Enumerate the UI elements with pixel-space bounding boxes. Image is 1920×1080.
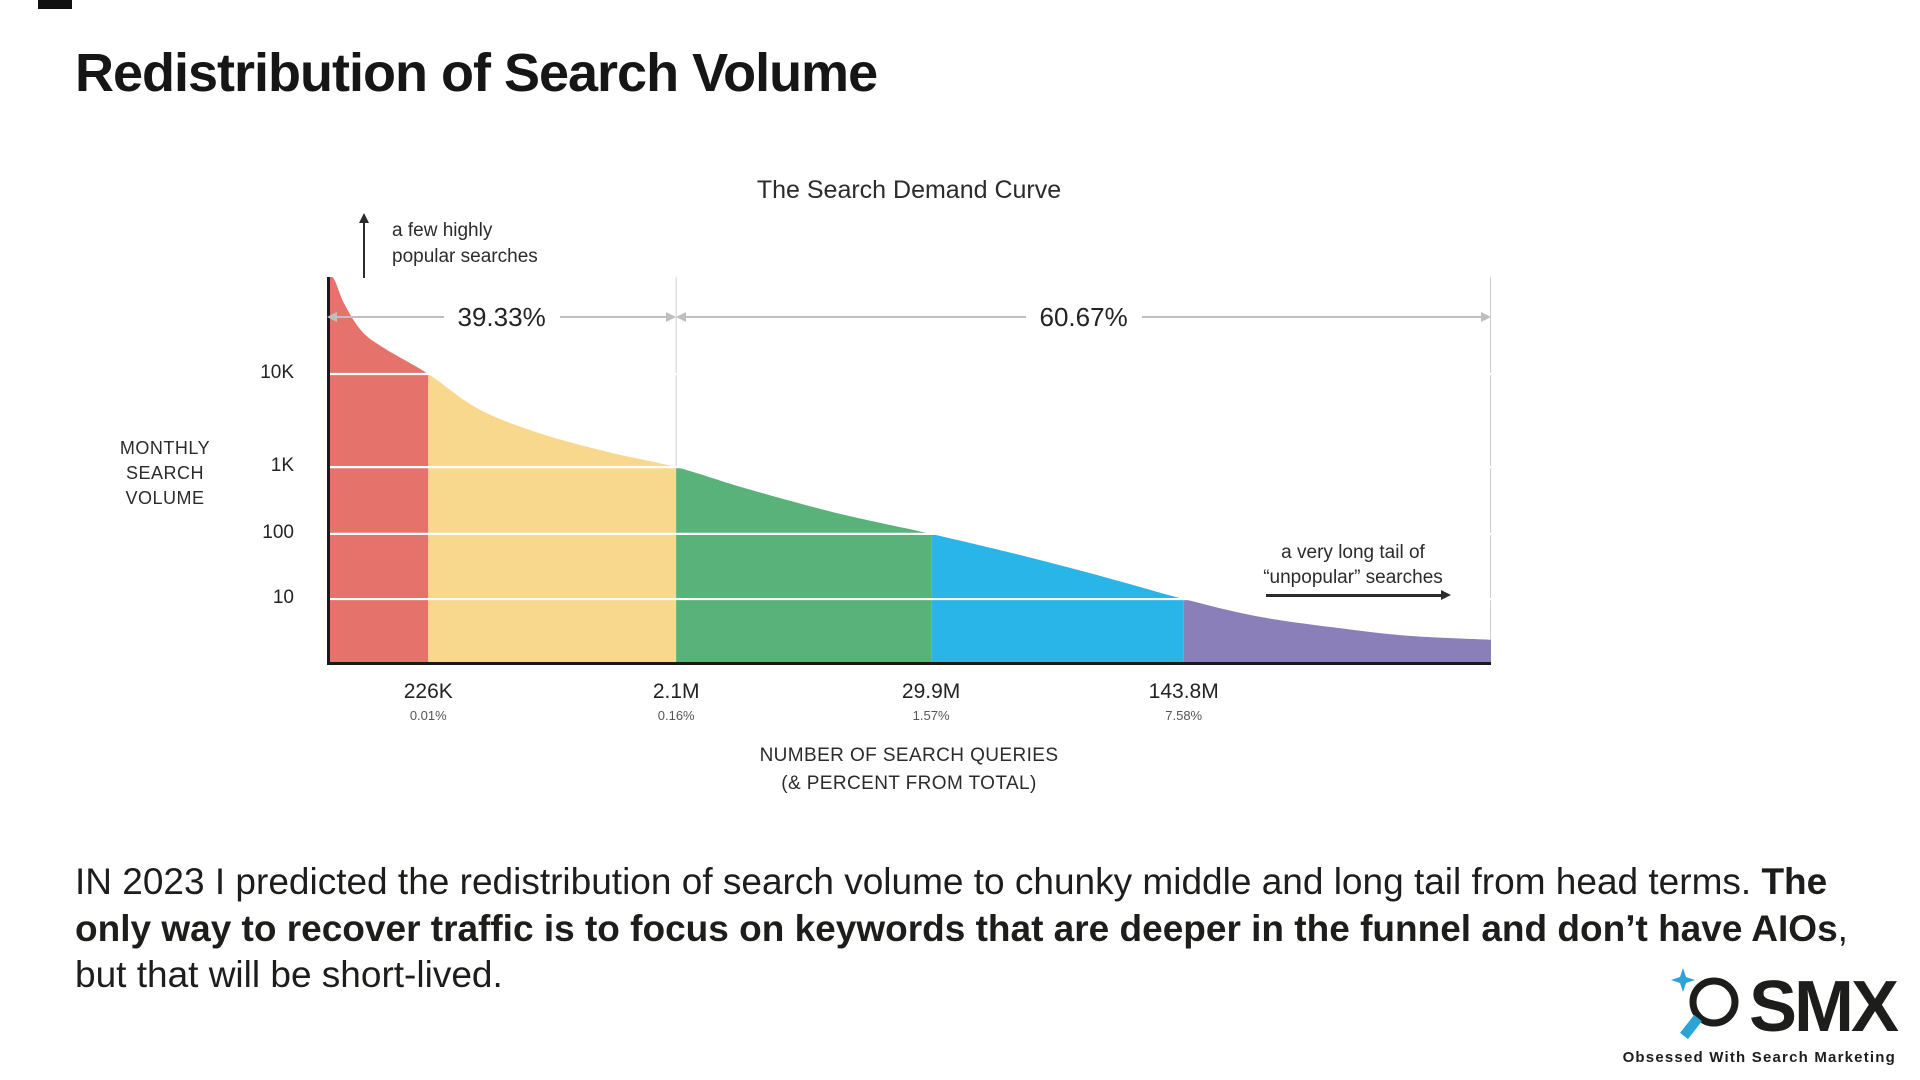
x-label-226K: 226K 0.01%	[404, 680, 453, 723]
page-title: Redistribution of Search Volume	[75, 43, 878, 103]
search-demand-curve-plot	[327, 277, 1491, 665]
body-text-normal-2: , but that will be short-lived.	[75, 907, 1848, 996]
logo-wordmark: SMX	[1748, 966, 1899, 1047]
y-axis-label: MONTHLY SEARCH VOLUME	[119, 438, 211, 509]
x-axis-title: NUMBER OF SEARCH QUERIES (& PERCENT FROM…	[759, 745, 1059, 794]
y-tick-label-10: 10	[272, 587, 294, 609]
x-value: 226K	[403, 680, 453, 703]
span-arrow-39.33%: 39.33%	[327, 300, 677, 334]
body-text-normal-1: IN 2023 I predicted the redistribution o…	[75, 861, 1762, 902]
curve-segment-long-tail	[1183, 599, 1491, 665]
x-axis-labels: 226K 0.01% 2.1M 0.16% 29.9M 1.57% 143.8M 7.58%	[327, 680, 1491, 750]
span-percent-label: 60.67%	[1039, 301, 1128, 332]
body-paragraph: IN 2023 I predicted the redistribution o…	[75, 859, 1875, 999]
x-value: 29.9M	[901, 680, 961, 703]
magnifier-icon	[1670, 968, 1739, 1040]
x-percent: 0.01%	[409, 708, 447, 723]
x-label-143.8M: 143.8M 7.58%	[1149, 680, 1219, 723]
arrowhead-right-icon	[1481, 312, 1491, 322]
x-value: 143.8M	[1148, 680, 1219, 703]
span-arrow-60.67%: 60.67%	[676, 300, 1491, 334]
y-tick-label-100: 100	[262, 521, 294, 543]
tail-annotation: a very long tail of “unpopular” searches	[1263, 542, 1443, 589]
chart-title: The Search Demand Curve	[756, 176, 1062, 204]
head-annotation: a few highly popular searches	[392, 220, 538, 267]
up-arrow-icon	[359, 213, 369, 278]
x-percent: 0.16%	[657, 708, 695, 723]
corner-mark	[38, 0, 72, 9]
right-arrow-icon	[1266, 590, 1451, 599]
span-percent-label: 39.33%	[457, 301, 546, 332]
arrowhead-left-icon	[327, 312, 337, 322]
span-line	[559, 316, 667, 318]
y-tick-column: 10K 1K 100 10	[210, 277, 310, 665]
y-tick-label-10k: 10K	[260, 362, 294, 383]
x-label-2.1M: 2.1M 0.16%	[653, 680, 700, 723]
smx-logo: SMX Obsessed With Search Marketing	[1622, 966, 1899, 1066]
curve-segment-chunky-middle-1	[428, 373, 677, 665]
span-line	[1141, 316, 1481, 318]
x-label-29.9M: 29.9M 1.57%	[902, 680, 960, 723]
logo-tagline: Obsessed With Search Marketing	[1622, 1049, 1896, 1066]
span-line	[337, 316, 444, 318]
x-percent: 1.57%	[912, 708, 950, 723]
x-percent: 7.58%	[1165, 708, 1203, 723]
arrowhead-left-icon	[676, 312, 687, 322]
curve-segment-chunky-middle-2	[676, 467, 932, 665]
body-text-bold: The only way to recover traffic is to fo…	[75, 861, 1838, 949]
x-value: 2.1M	[652, 680, 700, 703]
span-line	[686, 316, 1026, 318]
y-tick-label-1k: 1K	[270, 455, 294, 477]
arrowhead-right-icon	[666, 312, 677, 322]
